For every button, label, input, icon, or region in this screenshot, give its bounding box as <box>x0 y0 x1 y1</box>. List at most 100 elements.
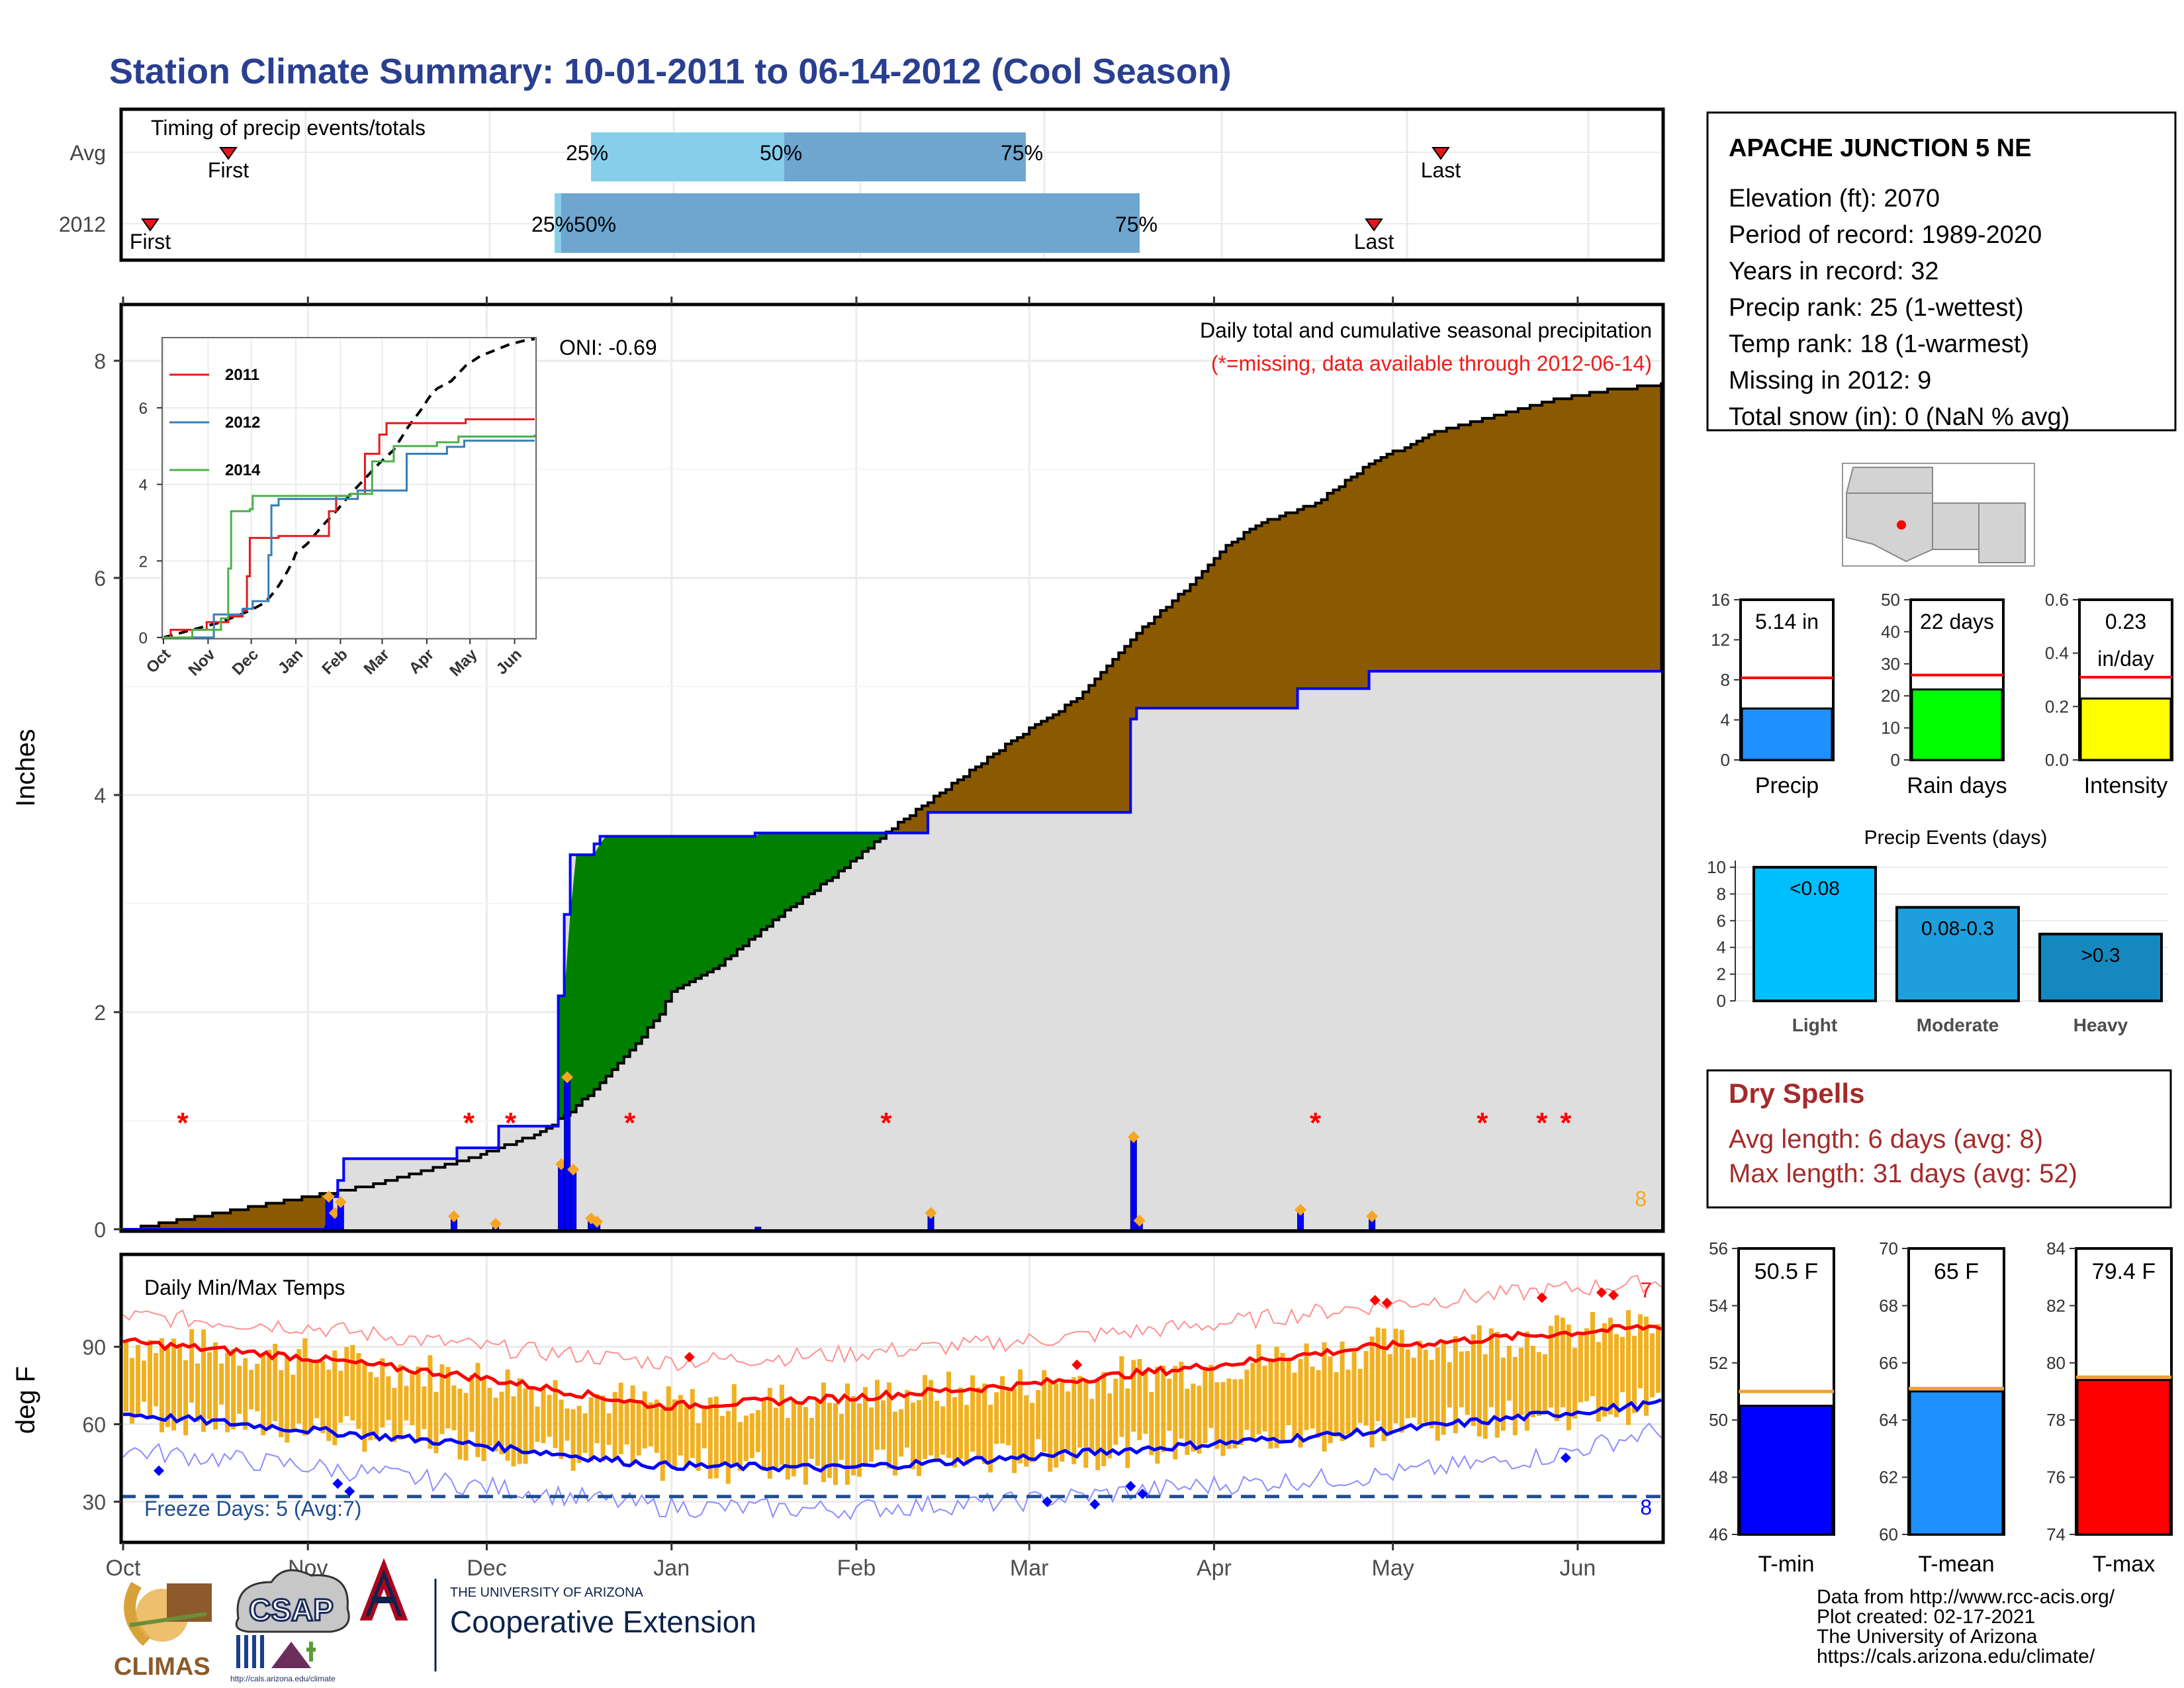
freeze-days-label: Freeze Days: 5 (Avg:7) <box>144 1497 361 1521</box>
daily-temp-bar <box>946 1371 952 1458</box>
mini-bar-value-label: 0.23 <box>2105 610 2146 633</box>
daily-temp-bar <box>296 1349 302 1424</box>
daily-temp-bar <box>1220 1382 1226 1456</box>
temp-panel: Daily Min/Max Temps Freeze Days: 5 (Avg:… <box>11 1252 1665 1544</box>
daily-temp-bar <box>678 1395 683 1456</box>
inset-series-line <box>163 434 536 639</box>
record-high-diamond-icon <box>684 1352 695 1363</box>
avg-first-label: First <box>208 158 249 182</box>
station-line: Precip rank: 25 (1-wettest) <box>1729 294 2024 322</box>
daily-temp-bar <box>1107 1393 1113 1459</box>
temp-mini-y-tick-label: 70 <box>1879 1239 1898 1258</box>
daily-temp-bar <box>1500 1357 1506 1431</box>
temp-mini-y-tick-label: 76 <box>2046 1468 2066 1487</box>
daily-temp-bar <box>1524 1331 1529 1431</box>
daily-precip-bars <box>322 1071 1379 1230</box>
temp-mini-value-label: 79.4 F <box>2092 1259 2156 1284</box>
daily-temp-bar <box>862 1387 868 1468</box>
daily-temp-bar <box>219 1363 224 1405</box>
daily-temp-bar <box>934 1401 940 1460</box>
daily-temp-bar <box>1637 1314 1643 1389</box>
station-line: Temp rank: 18 (1-warmest) <box>1729 330 2029 358</box>
missing-asterisk-icon: * <box>1310 1107 1322 1139</box>
precip-diamond-icon <box>925 1207 937 1219</box>
daily-temp-bar <box>1506 1346 1512 1401</box>
inset-series-line <box>163 418 535 639</box>
daily-temp-bar <box>302 1338 308 1436</box>
mini-bar-name: Precip <box>1755 773 1819 798</box>
mini-bar-y-tick-label: 0.6 <box>2045 590 2069 610</box>
daily-temp-bar <box>696 1423 701 1471</box>
daily-temp-bar <box>410 1371 415 1426</box>
events-bar <box>1895 906 2020 1002</box>
daily-temp-bar <box>1631 1336 1637 1413</box>
y2012-last-label: Last <box>1354 230 1394 254</box>
timing-row-avg: Avg <box>69 141 106 165</box>
station-line: Elevation (ft): 2070 <box>1729 185 1940 212</box>
max-record-count: 7 <box>1640 1278 1652 1302</box>
temp-panel-label: Daily Min/Max Temps <box>144 1276 345 1299</box>
temp-mini-value <box>1739 1405 1834 1536</box>
climas-logo: CLIMAS <box>114 1581 212 1681</box>
daily-temp-bar <box>964 1405 970 1465</box>
daily-temp-bar <box>553 1380 558 1448</box>
x-tick-label: May <box>1372 1556 1414 1581</box>
daily-temp-bar <box>1179 1362 1184 1439</box>
timing-label: Timing of precip events/totals <box>151 116 426 140</box>
daily-temp-bar <box>940 1406 946 1455</box>
daily-temp-bar <box>1357 1368 1363 1423</box>
record-max-line <box>122 1274 1662 1372</box>
temp-mini-y-tick-label: 54 <box>1709 1295 1728 1315</box>
daily-temp-bar <box>1411 1358 1416 1418</box>
daily-temp-bar <box>177 1343 183 1419</box>
station-line: Missing in 2012: 9 <box>1729 367 1931 395</box>
daily-temp-bar <box>392 1387 397 1442</box>
daily-temp-bar <box>594 1393 600 1444</box>
daily-temp-bar <box>386 1376 391 1421</box>
daily-temp-bar <box>285 1357 290 1443</box>
daily-temp-bar <box>1304 1343 1309 1430</box>
daily-temp-bar <box>1238 1379 1244 1445</box>
events-bar-range-label: <0.08 <box>1790 878 1840 900</box>
daily-temp-bar <box>1369 1336 1375 1448</box>
oni-label: ONI: -0.69 <box>559 336 657 359</box>
daily-temp-bar <box>445 1367 451 1429</box>
daily-temp-bar <box>1155 1366 1160 1464</box>
daily-temp-bar <box>988 1405 993 1473</box>
daily-temp-bar <box>1363 1351 1369 1426</box>
daily-temp-bar <box>398 1364 403 1440</box>
daily-temp-bar <box>547 1395 552 1437</box>
daily-temp-bar <box>1530 1345 1535 1417</box>
daily-temp-bar <box>481 1378 486 1462</box>
daily-temp-bar <box>314 1360 320 1419</box>
missing-asterisk-icon: * <box>505 1107 517 1139</box>
daily-temp-bar <box>1036 1389 1041 1440</box>
daily-temp-bar <box>707 1397 713 1479</box>
daily-temp-bar <box>1286 1358 1291 1425</box>
min-record-count: 8 <box>1640 1495 1652 1519</box>
precip-diamond-icon <box>334 1196 347 1208</box>
daily-temp-bar <box>487 1387 492 1446</box>
daily-temp-bar <box>1280 1352 1285 1442</box>
precip-events-chart: Precip Events (days) 0 2 4 6 8 10 <0.08 Light 0.… <box>1707 827 2168 1035</box>
temp-mini-y-tick-label: 56 <box>1709 1239 1728 1258</box>
daily-temp-bar <box>886 1382 891 1469</box>
daily-temp-bar <box>899 1409 904 1457</box>
avg-first-marker-icon <box>219 147 238 160</box>
daily-temp-bar <box>1232 1379 1238 1449</box>
daily-temp-bar <box>308 1360 314 1430</box>
precip-diamond-icon <box>1295 1203 1307 1216</box>
daily-temp-bar <box>380 1358 385 1428</box>
daily-temp-bar <box>1191 1383 1196 1452</box>
x-tick-label: Jan <box>653 1556 690 1581</box>
temp-mini-value-label: 65 F <box>1934 1259 1979 1284</box>
daily-temp-bar <box>523 1388 528 1464</box>
station-location-dot <box>1897 520 1906 530</box>
temp-mini-y-tick-label: 46 <box>1709 1524 1728 1544</box>
precip-diamond-icon <box>489 1217 502 1230</box>
events-title: Precip Events (days) <box>1864 827 2048 849</box>
daily-temp-bar <box>416 1366 421 1440</box>
daily-temp-bar <box>1030 1403 1035 1462</box>
events-y-tick-label: 0 <box>1717 991 1726 1011</box>
dry-spells-title: Dry Spells <box>1729 1078 1864 1109</box>
